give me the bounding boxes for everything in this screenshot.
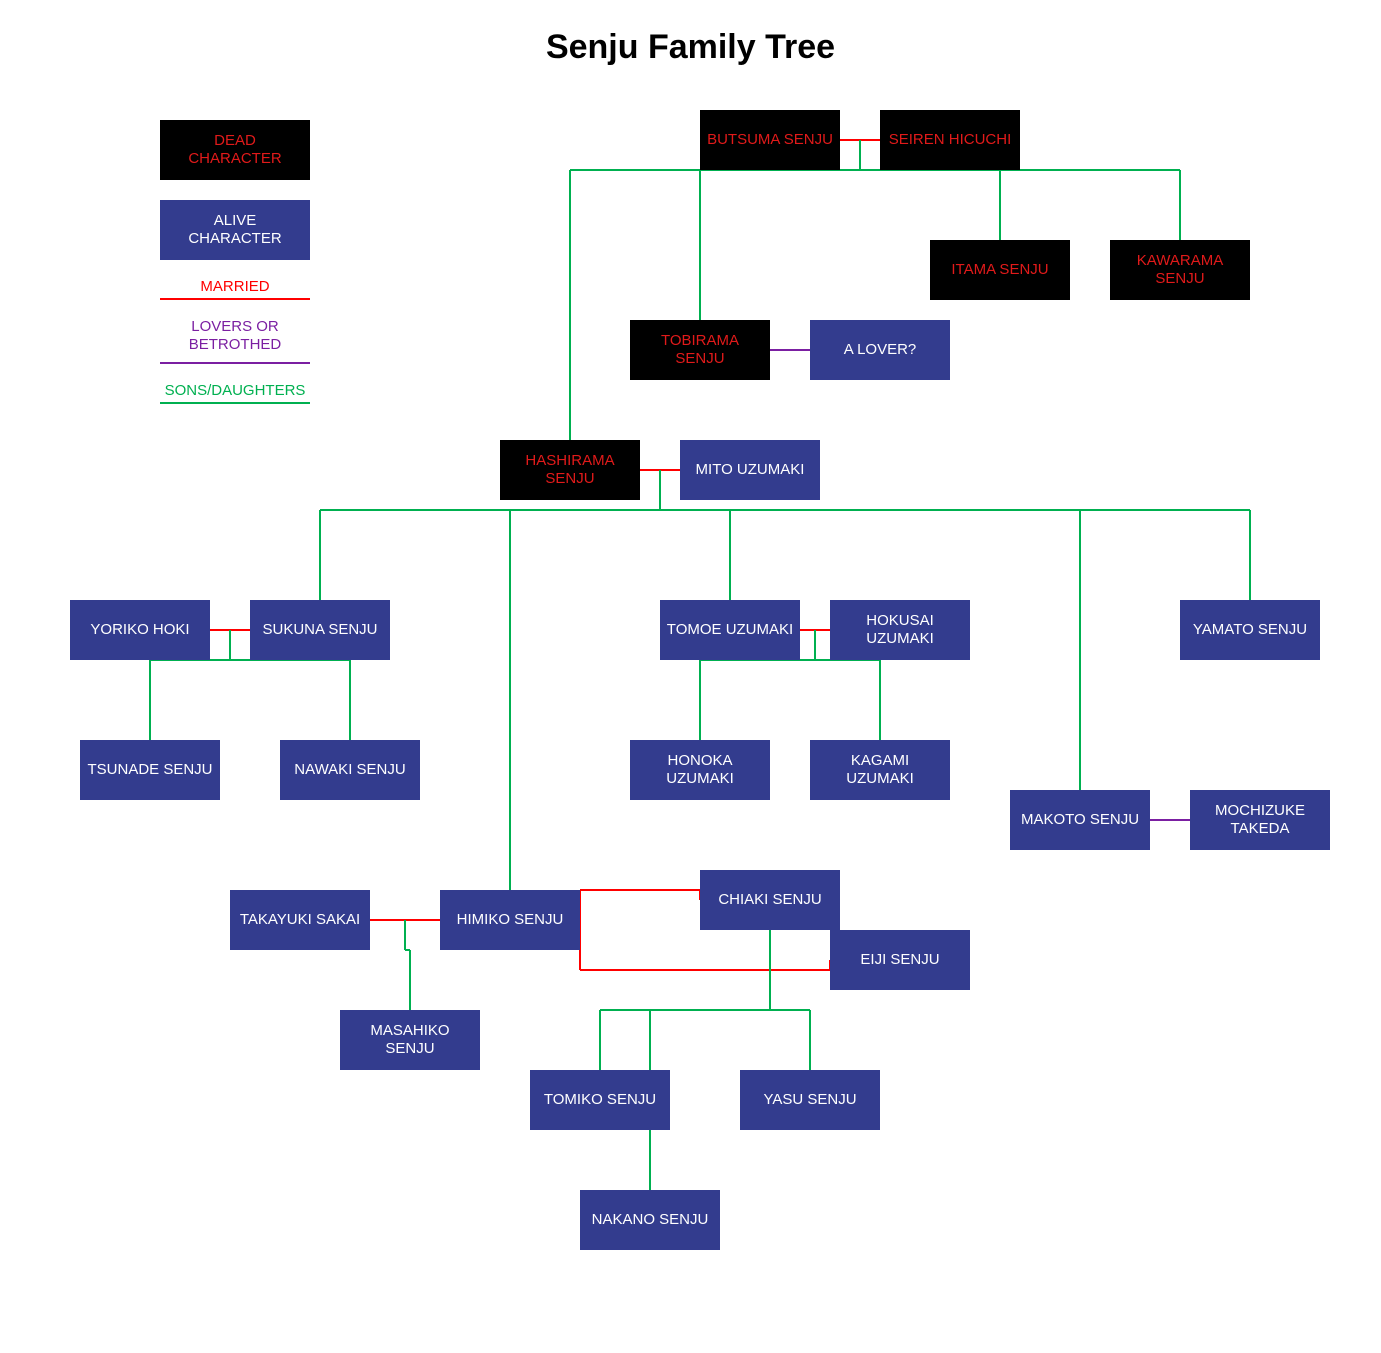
legend-married-label: MARRIED bbox=[160, 278, 310, 296]
node-tsunade: TSUNADE SENJU bbox=[80, 740, 220, 800]
legend-lovers-line bbox=[160, 362, 310, 364]
node-tomoe: TOMOE UZUMAKI bbox=[660, 600, 800, 660]
legend-alive-box: ALIVE CHARACTER bbox=[160, 200, 310, 260]
legend-children-label: SONS/DAUGHTERS bbox=[160, 382, 310, 400]
legend-children-line bbox=[160, 402, 310, 404]
node-itama: ITAMA SENJU bbox=[930, 240, 1070, 300]
node-yamato: YAMATO SENJU bbox=[1180, 600, 1320, 660]
node-honoka: HONOKA UZUMAKI bbox=[630, 740, 770, 800]
node-himiko: HIMIKO SENJU bbox=[440, 890, 580, 950]
node-mito: MITO UZUMAKI bbox=[680, 440, 820, 500]
node-eiji: EIJI SENJU bbox=[830, 930, 970, 990]
node-makoto: MAKOTO SENJU bbox=[1010, 790, 1150, 850]
node-yasu: YASU SENJU bbox=[740, 1070, 880, 1130]
node-sukuna: SUKUNA SENJU bbox=[250, 600, 390, 660]
node-hashirama: HASHIRAMA SENJU bbox=[500, 440, 640, 500]
node-yoriko: YORIKO HOKI bbox=[70, 600, 210, 660]
node-nawaki: NAWAKI SENJU bbox=[280, 740, 420, 800]
node-butsuma: BUTSUMA SENJU bbox=[700, 110, 840, 170]
node-nakano: NAKANO SENJU bbox=[580, 1190, 720, 1250]
legend-married-line bbox=[160, 298, 310, 300]
node-masahiko: MASAHIKO SENJU bbox=[340, 1010, 480, 1070]
node-kagami: KAGAMI UZUMAKI bbox=[810, 740, 950, 800]
node-takayuki: TAKAYUKI SAKAI bbox=[230, 890, 370, 950]
family-tree-canvas: Senju Family Tree DEAD CHARACTER ALIVE C… bbox=[0, 0, 1381, 1353]
node-seiren: SEIREN HICUCHI bbox=[880, 110, 1020, 170]
node-kawarama: KAWARAMA SENJU bbox=[1110, 240, 1250, 300]
page-title: Senju Family Tree bbox=[0, 28, 1381, 67]
node-lover: A LOVER? bbox=[810, 320, 950, 380]
node-chiaki: CHIAKI SENJU bbox=[700, 870, 840, 930]
node-tobirama: TOBIRAMA SENJU bbox=[630, 320, 770, 380]
node-tomiko: TOMIKO SENJU bbox=[530, 1070, 670, 1130]
node-hokusai: HOKUSAI UZUMAKI bbox=[830, 600, 970, 660]
node-mochizuke: MOCHIZUKE TAKEDA bbox=[1190, 790, 1330, 850]
legend-dead-box: DEAD CHARACTER bbox=[160, 120, 310, 180]
legend-lovers-label: LOVERS OR BETROTHED bbox=[160, 318, 310, 354]
